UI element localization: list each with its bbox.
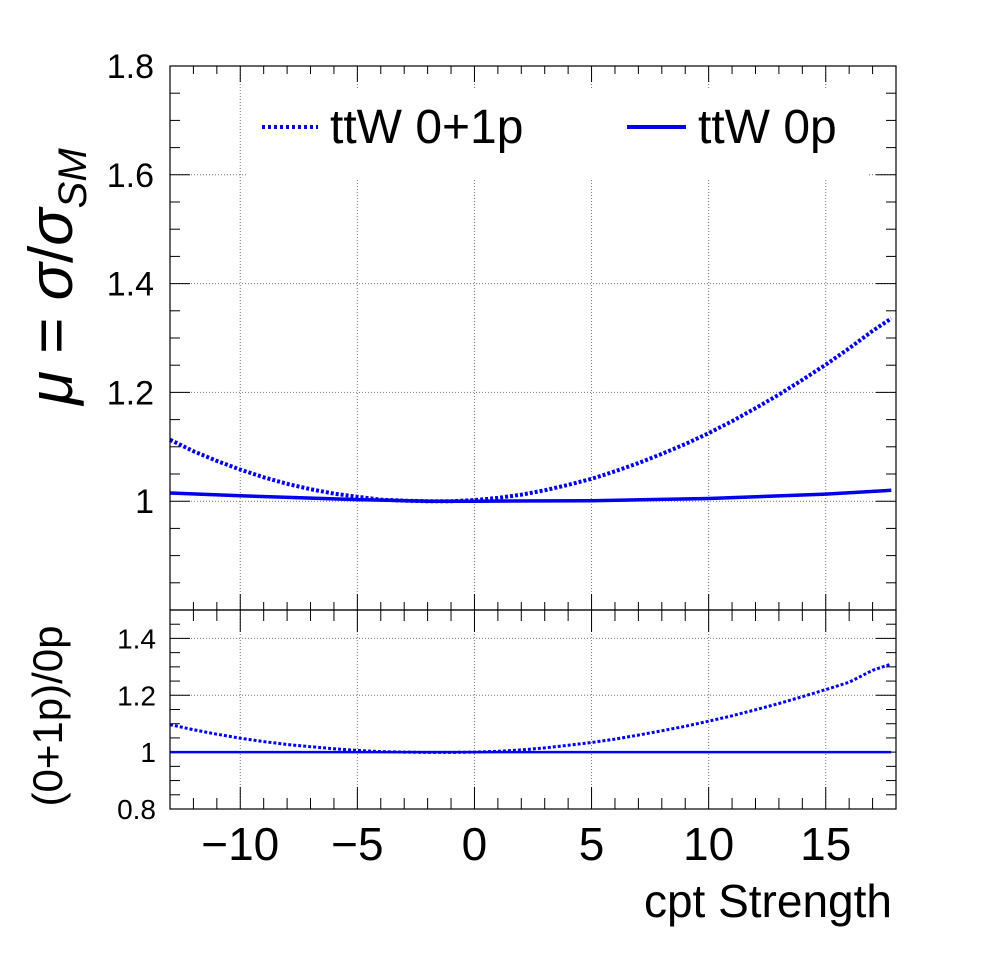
main-series — [169, 316, 893, 504]
legend-background — [248, 90, 868, 180]
x-axis-title: cpt Strength — [644, 875, 892, 927]
main-ticks — [170, 65, 896, 610]
main-y-tick-label: 1.8 — [107, 48, 154, 86]
main-series-line-1 — [169, 488, 892, 503]
ratio-frame — [169, 609, 897, 810]
x-tick-label: 15 — [800, 818, 851, 870]
y-title-eq: = — [17, 300, 86, 371]
x-tick-labels: −10 −5 0 5 10 15 — [201, 818, 851, 870]
main-y-tick-label: 1.2 — [107, 374, 154, 412]
ratio-series — [169, 662, 892, 754]
x-tick-label: 0 — [462, 818, 488, 870]
y-title-sub: SM — [51, 148, 95, 209]
legend-label-ttw-0p: ttW 0p — [698, 101, 837, 154]
main-y-tick-labels: 1 1.2 1.4 1.6 1.8 — [107, 48, 154, 521]
x-tick-label: 5 — [579, 818, 605, 870]
main-y-tick-label: 1 — [135, 483, 154, 521]
main-y-axis-title: μ = σ/σSM — [17, 148, 95, 407]
ratio-y-axis-title-text: (0+1p)/0p — [24, 626, 71, 807]
y-title-mu: μ — [17, 371, 86, 407]
x-tick-label: 10 — [683, 818, 734, 870]
x-tick-label: −10 — [201, 818, 279, 870]
y-title-slash: / — [17, 245, 86, 263]
ratio-y-tick-label: 1 — [140, 737, 156, 768]
ratio-y-tick-label: 1.2 — [117, 680, 156, 711]
main-y-axis-title-text: μ = σ/σSM — [17, 148, 95, 407]
legend-label-ttw-0-1p: ttW 0+1p — [330, 101, 523, 154]
main-y-tick-label: 1.6 — [107, 157, 154, 195]
ratio-panel: 0.8 1 1.2 1.4 −10 −5 0 5 10 15 — [117, 609, 897, 870]
ratio-y-tick-labels: 0.8 1 1.2 1.4 — [117, 623, 156, 825]
ratio-y-tick-label: 1.4 — [117, 623, 156, 654]
ratio-series-line-0 — [169, 662, 892, 754]
ratio-ticks — [170, 609, 896, 810]
y-title-sigma2: σ — [17, 206, 86, 246]
x-tick-label: −5 — [331, 818, 383, 870]
legend: ttW 0+1p ttW 0p — [248, 90, 868, 180]
ratio-y-tick-label: 0.8 — [117, 794, 156, 825]
y-title-sigma: σ — [17, 260, 86, 300]
main-y-tick-label: 1.4 — [107, 266, 154, 304]
ratio-y-axis-title: (0+1p)/0p — [24, 626, 71, 807]
